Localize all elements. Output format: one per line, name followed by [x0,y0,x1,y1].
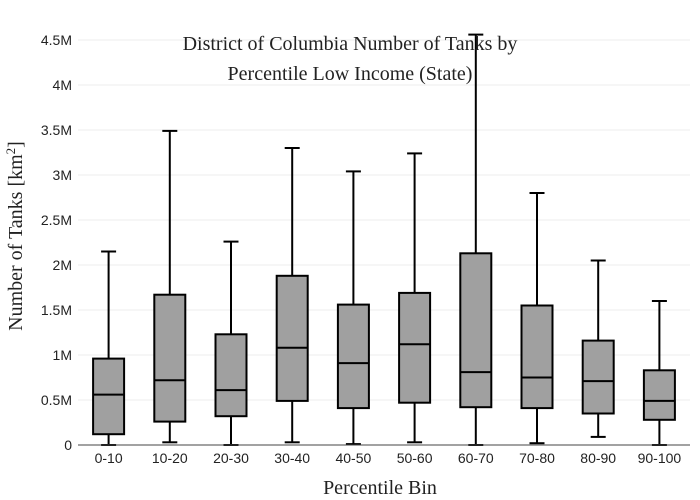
y-tick-label: 2.5M [41,212,72,228]
x-tick-label: 50-60 [397,450,433,466]
iqr-box [92,357,126,436]
box-60-70 [459,33,493,446]
box-20-30 [214,240,248,446]
box-90-100 [642,300,676,446]
x-axis-title: Percentile Bin [323,477,437,499]
x-tick-label: 30-40 [274,450,310,466]
box-80-90 [581,259,615,438]
x-tick-label: 40-50 [335,450,371,466]
x-tick-label: 0-10 [95,450,123,466]
box-50-60 [398,152,432,444]
y-tick-label: 1M [53,347,72,363]
boxes [92,33,676,446]
x-tick-label: 90-100 [638,450,682,466]
y-tick-label: 0.5M [41,392,72,408]
y-tick-label: 2M [53,257,72,273]
x-tick-label: 60-70 [458,450,494,466]
x-tick-label: 70-80 [519,450,555,466]
iqr-box [581,339,615,415]
iqr-box [214,333,248,418]
iqr-box [642,369,676,421]
box-40-50 [336,170,370,446]
y-axis-title-superscript: 2 [3,148,18,155]
x-tick-label: 20-30 [213,450,249,466]
y-tick-label: 4.5M [41,32,72,48]
iqr-box [275,274,309,402]
x-tick-label: 10-20 [152,450,188,466]
y-axis-title-close: ] [5,141,27,148]
y-tick-label: 1.5M [41,302,72,318]
y-tick-label: 4M [53,77,72,93]
box-70-80 [520,192,554,445]
box-0-10 [92,250,126,446]
box-10-20 [153,129,187,444]
box-30-40 [275,147,309,444]
chart-title-line-1: District of Columbia Number of Tanks by [183,33,518,55]
y-tick-label: 3.5M [41,122,72,138]
y-tick-label: 3M [53,167,72,183]
y-axis-title: Number of Tanks [km2] [3,141,27,331]
iqr-box [520,304,554,410]
iqr-box [336,303,370,410]
iqr-box [153,293,187,423]
y-tick-label: 0 [64,437,72,453]
x-axis-ticks: 0-10 10-20 20-30 30-40 40-50 50-60 60-70 70-80 8… [95,450,682,466]
iqr-box [459,252,493,409]
x-tick-label: 80-90 [580,450,616,466]
y-axis-ticks: 0 0.5M 1M 1.5M 2M 2.5M 3M 3.5M 4M 4.5M [41,32,72,453]
iqr-box [398,291,432,404]
y-axis-title-text: Number of Tanks [km [5,154,27,331]
chart-title-line-2: Percentile Low Income (State) [228,63,473,85]
